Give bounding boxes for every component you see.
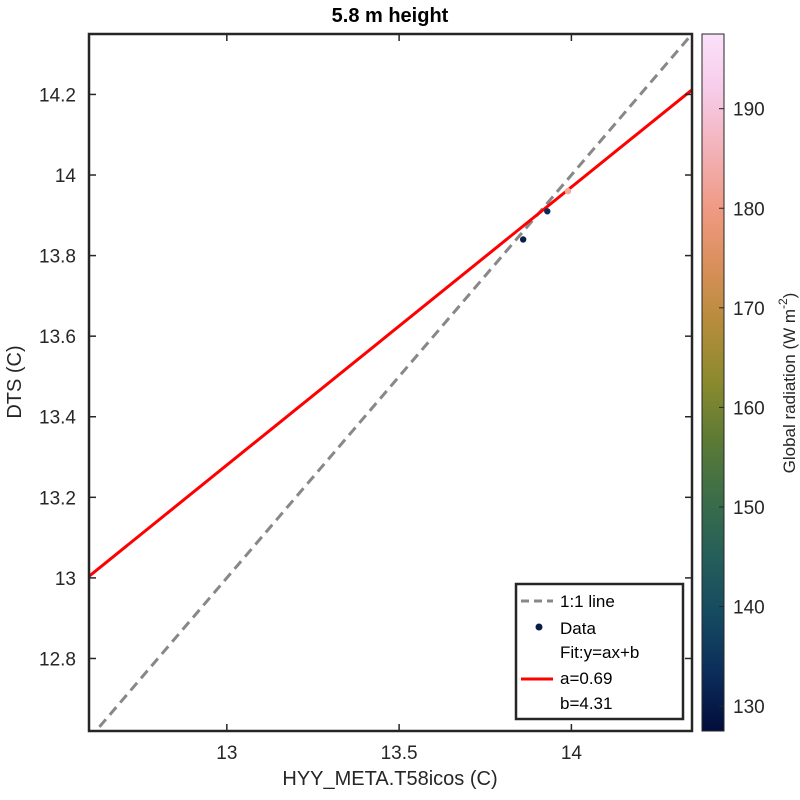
y-tick-label: 14	[55, 166, 77, 187]
legend-data-label: Data	[560, 619, 596, 638]
chart-title: 5.8 m height	[332, 5, 449, 27]
colorbar	[702, 34, 724, 731]
one-to-one-line	[93, 34, 692, 731]
y-tick-label: 13.4	[39, 408, 76, 429]
y-tick-label: 14.2	[39, 85, 76, 106]
x-axis-label: HYY_META.T58icos (C)	[282, 768, 497, 790]
x-tick-label: 13	[216, 743, 237, 764]
x-tick-label: 13.5	[381, 743, 418, 764]
y-tick-label: 13.6	[39, 327, 76, 348]
y-axis: 12.8 13 13.2 13.4 13.6 13.8 14 14.2	[39, 85, 692, 670]
svg-text:Global radiation (W m-2): Global radiation (W m-2)	[776, 293, 799, 474]
colorbar-tick-label: 130	[733, 697, 765, 718]
y-axis-label: DTS (C)	[4, 345, 26, 418]
colorbar-tick-label: 190	[733, 100, 765, 121]
y-tick-label: 13.8	[39, 247, 76, 268]
legend-data-swatch	[535, 623, 543, 631]
y-tick-label: 13.2	[39, 488, 76, 509]
colorbar-tick-label: 150	[733, 498, 765, 519]
data-point-3	[564, 187, 572, 195]
x-tick-label: 14	[561, 743, 583, 764]
legend-box	[514, 582, 685, 721]
colorbar-label-superscript: -2	[776, 298, 790, 309]
plot-frame	[87, 32, 694, 733]
colorbar-tick-label: 170	[733, 299, 765, 320]
data-point-1	[519, 236, 527, 243]
colorbar-tick-label: 140	[733, 598, 765, 619]
fit-line	[89, 88, 692, 578]
colorbar-ticks: 130 140 150 160 170 180 190	[719, 100, 765, 718]
plot-layer	[89, 34, 692, 731]
y-tick-label: 13	[55, 569, 76, 590]
legend-fit-a: a=0.69	[560, 669, 612, 688]
colorbar-label-main: Global radiation (W m	[780, 309, 799, 473]
colorbar-label-close: )	[780, 293, 799, 299]
data-point-2	[544, 208, 551, 215]
legend: 1:1 line Data Fit:y=ax+b a=0.69 b=4.31	[514, 582, 685, 721]
colorbar-frame	[701, 33, 725, 732]
x-axis: 13 13.5 14	[216, 34, 582, 764]
legend-fit-title: Fit:y=ax+b	[560, 643, 639, 662]
legend-fit-b: b=4.31	[560, 694, 612, 713]
colorbar-tick-label: 180	[733, 199, 765, 220]
colorbar-tick-label: 160	[733, 398, 765, 419]
y-tick-label: 12.8	[39, 649, 76, 670]
legend-1to1-label: 1:1 line	[560, 592, 615, 611]
colorbar-label: Global radiation (W m-2)	[776, 293, 799, 474]
